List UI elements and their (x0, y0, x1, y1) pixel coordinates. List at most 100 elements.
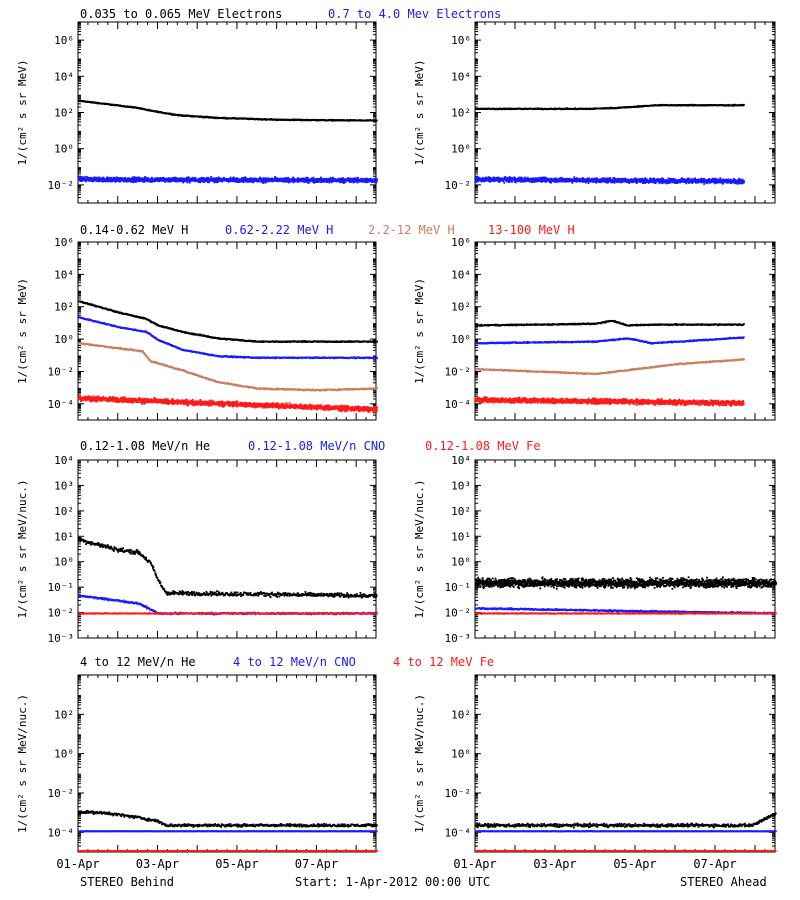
data-point (356, 181, 359, 184)
data-point (255, 177, 258, 180)
data-point (545, 181, 547, 183)
data-point (657, 178, 660, 181)
data-point (185, 180, 188, 182)
data-point (543, 180, 546, 183)
data-point (613, 181, 616, 184)
data-point (264, 178, 266, 181)
data-point (98, 177, 101, 180)
y-tick-label: 10² (54, 107, 74, 120)
data-point (613, 178, 616, 180)
data-point (131, 178, 134, 181)
data-point (526, 176, 529, 179)
data-point (330, 118, 333, 121)
data-point (588, 181, 590, 183)
data-point (587, 182, 590, 185)
data-point (656, 178, 659, 180)
data-point (142, 180, 144, 183)
data-point (146, 178, 149, 181)
data-point (592, 181, 594, 183)
data-point (179, 177, 182, 179)
data-point (321, 180, 324, 183)
data-point (507, 177, 510, 180)
data-point (101, 180, 104, 183)
data-point (354, 177, 357, 180)
data-point (106, 176, 109, 179)
data-point (554, 179, 557, 181)
data-point (481, 177, 484, 180)
data-point (532, 180, 535, 183)
y-tick-label: 10⁰ (54, 143, 74, 156)
data-point (202, 177, 205, 179)
data-point (631, 181, 633, 184)
data-point (488, 179, 491, 182)
data-point (191, 176, 194, 179)
data-point (520, 176, 522, 179)
data-point (541, 176, 544, 179)
data-point (649, 180, 651, 182)
data-point (131, 176, 134, 179)
data-point (172, 177, 174, 179)
data-point (493, 176, 496, 179)
data-point (607, 180, 610, 183)
data-point (375, 119, 378, 122)
data-point (327, 179, 330, 181)
data-point (105, 177, 107, 180)
data-point (241, 180, 244, 183)
y-tick-label: 10⁶ (54, 34, 74, 47)
data-point (524, 180, 527, 183)
data-point (536, 178, 539, 180)
data-point (703, 183, 705, 185)
data-point (374, 181, 376, 184)
data-point (252, 180, 255, 182)
data-point (185, 176, 188, 179)
data-point (644, 178, 647, 181)
data-point (177, 177, 180, 180)
data-point (477, 180, 479, 183)
data-point (102, 180, 105, 183)
data-point (633, 177, 636, 180)
plot-frame (77, 21, 377, 204)
data-point (662, 178, 664, 180)
data-point (615, 179, 618, 182)
data-point (205, 180, 207, 183)
data-point (647, 182, 650, 184)
series-2 (474, 176, 745, 185)
data-point (513, 176, 516, 179)
data-point (485, 179, 488, 182)
data-point (329, 176, 332, 179)
data-point (349, 177, 352, 180)
data-point (117, 177, 119, 180)
data-point (102, 176, 105, 179)
data-point (595, 181, 598, 184)
data-point (480, 177, 482, 180)
data-point (524, 176, 526, 179)
data-point (588, 177, 591, 180)
data-point (352, 180, 354, 182)
data-point (217, 176, 220, 179)
data-point (207, 181, 209, 184)
data-point (375, 178, 377, 181)
data-point (189, 180, 191, 183)
data-point (655, 181, 657, 184)
data-point (347, 177, 350, 179)
data-point (306, 177, 309, 179)
data-point (101, 179, 104, 182)
data-point (242, 180, 245, 182)
data-point (509, 177, 512, 180)
y-tick-label: 10⁴ (54, 70, 74, 83)
data-point (287, 176, 290, 179)
data-point (559, 180, 561, 183)
data-point (344, 179, 347, 182)
data-point (545, 177, 548, 179)
data-point (362, 178, 365, 181)
data-point (114, 181, 117, 183)
data-point (508, 180, 511, 183)
data-point (357, 177, 360, 180)
legend-label: 0.7 to 4.0 Mev Electrons (328, 7, 501, 21)
data-point (282, 119, 285, 121)
data-point (350, 181, 352, 183)
data-point (287, 180, 290, 183)
data-point (531, 177, 533, 180)
data-point (157, 177, 160, 180)
